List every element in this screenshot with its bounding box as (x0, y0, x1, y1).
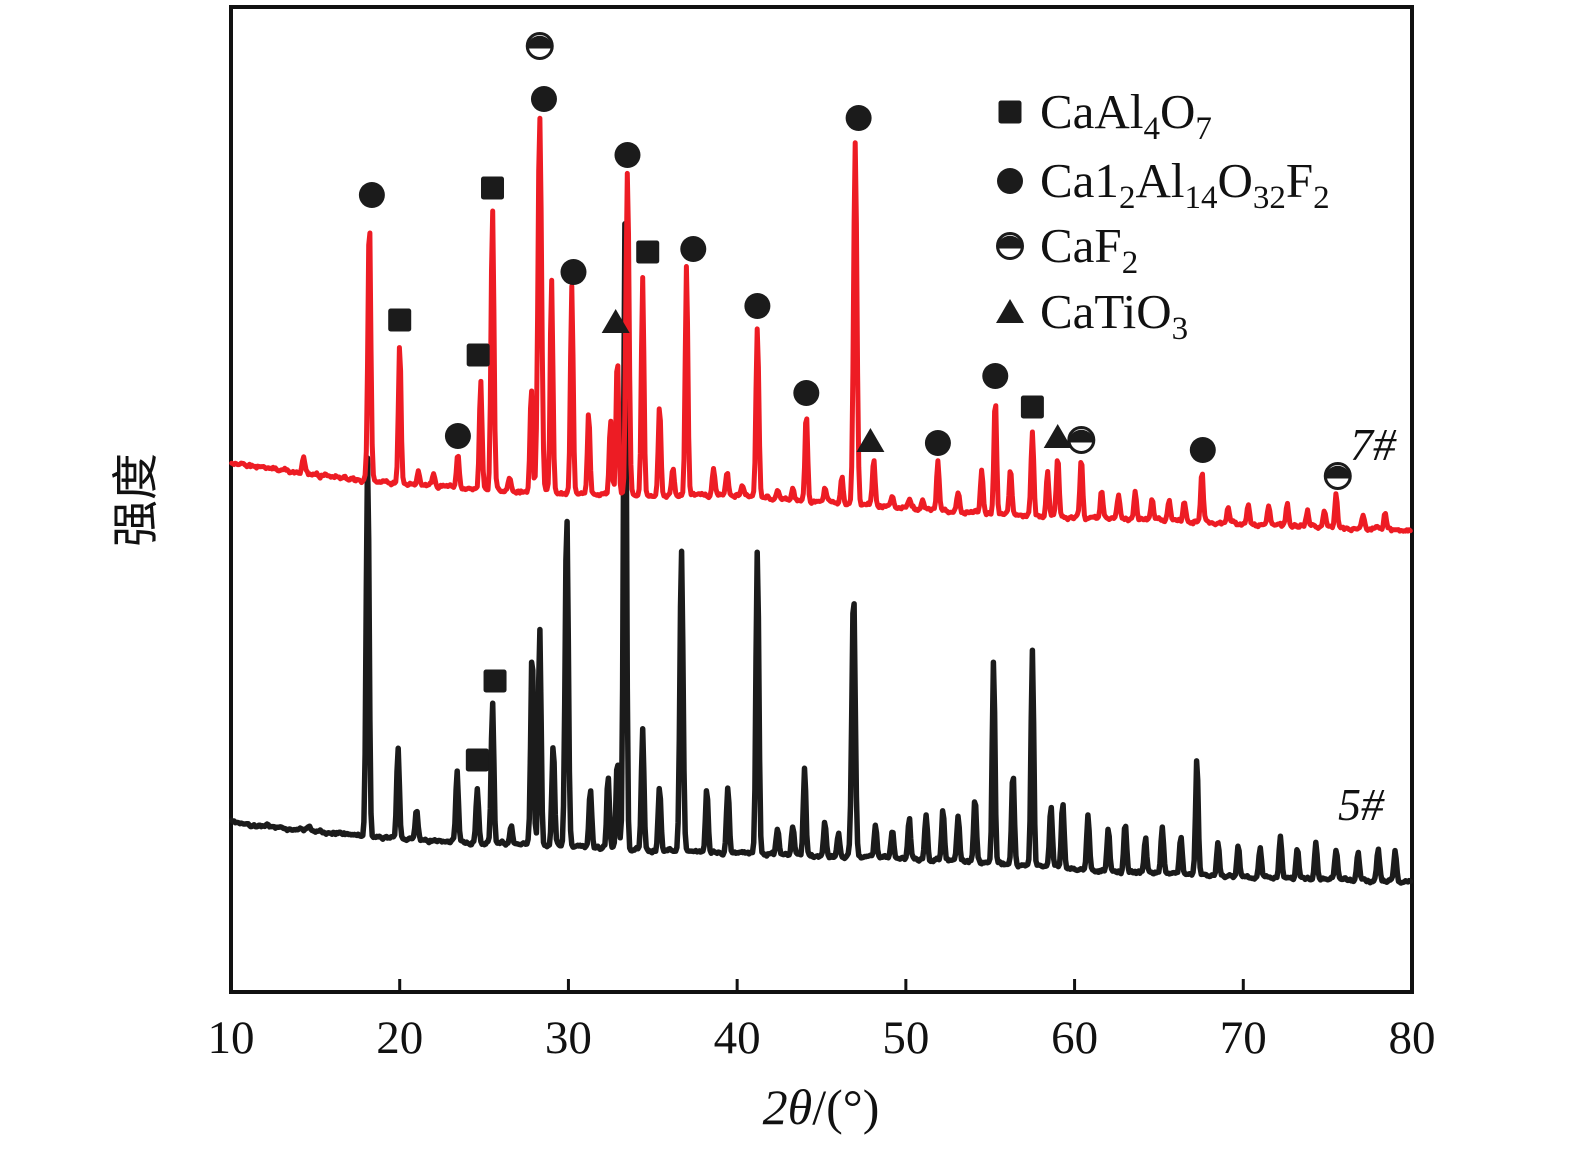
phase-marker-square (1020, 395, 1044, 419)
legend-marker-square (998, 100, 1022, 124)
phase-marker-circle (982, 363, 1009, 389)
phase-marker-circle (530, 86, 557, 112)
phase-marker-half-circle (527, 35, 553, 49)
legend-label-segment: CaF (1040, 218, 1122, 273)
phase-marker-square (636, 240, 660, 264)
legend-label-segment: 2 (1119, 180, 1136, 216)
legend-label-segment: Al (1135, 153, 1184, 208)
phase-marker-square (483, 669, 507, 693)
legend-label-segment: CaTiO (1040, 284, 1172, 339)
x-tick-label: 60 (1051, 1012, 1098, 1064)
phase-marker-half-circle (1068, 429, 1095, 443)
phase-marker-square (465, 748, 489, 772)
x-axis-title-units: /(°) (812, 1079, 879, 1135)
legend-label-CaAl4O7: CaAl4O7 (1040, 84, 1212, 147)
phase-marker-circle (1189, 437, 1216, 463)
phase-marker-square (481, 176, 505, 200)
legend-label-segment: 2 (1313, 180, 1330, 216)
phase-marker-circle (845, 105, 872, 131)
legend-label-segment: 4 (1143, 111, 1160, 147)
legend-label-segment: Ca1 (1040, 153, 1119, 208)
phase-marker-triangle (856, 428, 885, 452)
phase-marker-triangle (601, 309, 630, 333)
phase-marker-circle (358, 182, 385, 208)
x-tick-label: 50 (882, 1012, 929, 1064)
legend-label-segment: 7 (1195, 111, 1212, 147)
phase-marker-circle (924, 430, 951, 456)
legend-marker-half-circle (997, 235, 1023, 249)
legend-label-segment: 32 (1253, 180, 1286, 216)
phase-marker-square (466, 343, 490, 367)
legend-label-segment: CaAl (1040, 84, 1143, 139)
x-tick-label: 40 (714, 1012, 761, 1064)
phase-marker-square (388, 308, 412, 332)
y-axis-title: 强度 (111, 453, 163, 547)
legend-marker-triangle (996, 299, 1024, 323)
series-label-7: 7# (1350, 419, 1397, 470)
phase-marker-circle (614, 142, 641, 168)
series-label-5: 5# (1338, 779, 1385, 830)
legend-label-segment: 3 (1172, 311, 1189, 347)
x-axis-title-symbol: 2θ (763, 1079, 813, 1135)
legend-label-CaTiO3: CaTiO3 (1040, 284, 1188, 347)
legend-label-segment: 2 (1122, 245, 1139, 281)
x-tick-label: 20 (376, 1012, 423, 1064)
phase-marker-circle (793, 380, 820, 406)
x-tick-label: 80 (1389, 1012, 1436, 1064)
legend-label-segment: O (1217, 153, 1252, 208)
x-tick-label: 10 (208, 1012, 255, 1064)
phase-marker-circle (680, 236, 707, 262)
plot-border (229, 5, 1414, 994)
phase-marker-circle (444, 423, 471, 449)
phase-marker-triangle (1043, 424, 1072, 448)
legend-label-segment: 14 (1184, 180, 1217, 216)
legend-label-CaF2: CaF2 (1040, 218, 1138, 281)
series-7-curve (229, 115, 1413, 534)
series-5-curve (228, 221, 1414, 886)
phase-marker-circle (744, 293, 771, 319)
legend-label-Ca12Al14O32F2: Ca12Al14O32F2 (1040, 153, 1330, 216)
x-tick-label: 30 (545, 1012, 592, 1064)
legend-label-segment: F (1286, 153, 1313, 208)
x-axis-title: 2θ/(°) (763, 1079, 880, 1135)
legend-marker-circle (997, 168, 1023, 194)
phase-marker-half-circle (1325, 465, 1351, 479)
x-tick-label: 70 (1220, 1012, 1267, 1064)
phase-marker-circle (560, 259, 587, 285)
legend-label-segment: O (1160, 84, 1195, 139)
